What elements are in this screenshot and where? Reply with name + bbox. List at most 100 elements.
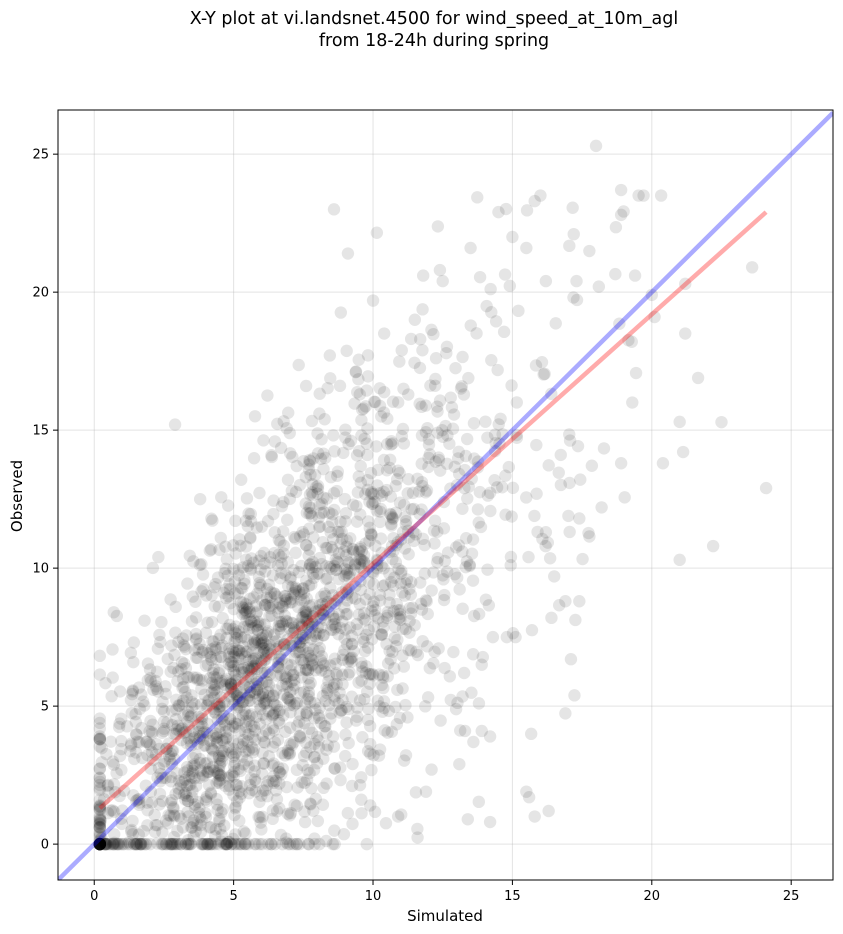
data-point — [93, 800, 107, 813]
data-point — [335, 525, 348, 539]
data-point — [328, 824, 341, 837]
data-point — [213, 543, 226, 557]
data-point — [266, 569, 280, 582]
data-point — [225, 746, 238, 759]
data-point — [133, 837, 147, 851]
data-point — [258, 666, 272, 679]
data-point — [211, 803, 224, 817]
data-point — [178, 766, 191, 779]
data-point — [346, 542, 359, 556]
data-point — [349, 365, 363, 378]
data-point — [370, 562, 384, 575]
data-point — [260, 591, 273, 604]
data-point — [320, 492, 334, 505]
data-point — [190, 671, 203, 684]
data-point — [479, 593, 493, 606]
data-point — [99, 676, 112, 690]
data-point — [244, 507, 257, 521]
data-point — [233, 701, 246, 714]
data-point — [388, 571, 401, 584]
data-point — [236, 695, 250, 709]
data-point — [373, 399, 387, 413]
data-point — [505, 379, 518, 392]
data-point — [293, 715, 306, 728]
data-point — [472, 795, 486, 809]
data-point — [294, 594, 308, 607]
data-point — [354, 575, 367, 588]
data-point — [327, 486, 341, 500]
data-point — [143, 725, 156, 738]
data-point — [493, 437, 506, 450]
data-point — [200, 795, 213, 808]
data-point — [496, 428, 509, 441]
data-point — [247, 614, 261, 627]
data-point — [317, 752, 330, 765]
data-point — [240, 754, 254, 767]
data-point — [261, 775, 275, 788]
data-point — [226, 642, 239, 656]
data-point — [431, 525, 444, 538]
data-point — [193, 752, 207, 766]
data-point — [106, 643, 119, 656]
data-point — [183, 549, 196, 562]
data-point — [168, 418, 182, 431]
data-point — [234, 837, 247, 851]
data-point — [349, 714, 363, 727]
data-point — [340, 594, 354, 607]
data-point — [324, 581, 337, 594]
data-point — [234, 764, 247, 778]
data-point — [413, 361, 427, 375]
data-point — [400, 514, 413, 528]
data-point — [304, 632, 318, 645]
data-point — [171, 674, 184, 688]
data-point — [368, 395, 382, 409]
data-point — [252, 615, 265, 629]
data-point — [98, 837, 111, 851]
data-point — [213, 776, 226, 790]
data-point — [148, 808, 161, 822]
data-point — [93, 732, 107, 745]
data-point — [283, 721, 297, 734]
data-point — [390, 473, 404, 486]
data-point — [402, 472, 415, 486]
data-point — [570, 274, 583, 288]
data-point — [339, 568, 353, 581]
data-point — [204, 786, 217, 799]
data-point — [195, 712, 209, 725]
data-point — [398, 542, 412, 555]
data-point — [228, 801, 242, 815]
data-point — [377, 681, 390, 695]
data-point — [232, 569, 246, 582]
data-point — [256, 810, 269, 823]
data-point — [271, 417, 284, 431]
data-point — [354, 541, 367, 554]
data-point — [164, 809, 177, 822]
data-point — [399, 577, 412, 590]
data-point — [259, 629, 273, 642]
data-point — [181, 837, 195, 851]
data-point — [309, 703, 322, 716]
data-point — [253, 486, 266, 500]
data-point — [143, 737, 156, 751]
data-point — [274, 441, 288, 455]
data-point — [124, 693, 138, 707]
data-point — [304, 741, 317, 754]
data-point — [259, 649, 273, 663]
data-point — [383, 545, 397, 559]
data-point — [167, 837, 181, 851]
data-point — [462, 371, 475, 385]
data-point — [492, 418, 505, 431]
data-point — [257, 641, 270, 655]
data-point — [268, 706, 281, 720]
data-point — [211, 571, 225, 584]
data-point — [278, 749, 292, 762]
data-point — [294, 731, 307, 744]
data-point — [315, 433, 328, 446]
data-point — [300, 613, 313, 627]
data-point — [264, 648, 278, 661]
data-point — [438, 588, 451, 602]
data-point — [458, 481, 471, 495]
data-point — [340, 534, 354, 547]
data-point — [476, 650, 490, 664]
data-point — [267, 586, 281, 600]
